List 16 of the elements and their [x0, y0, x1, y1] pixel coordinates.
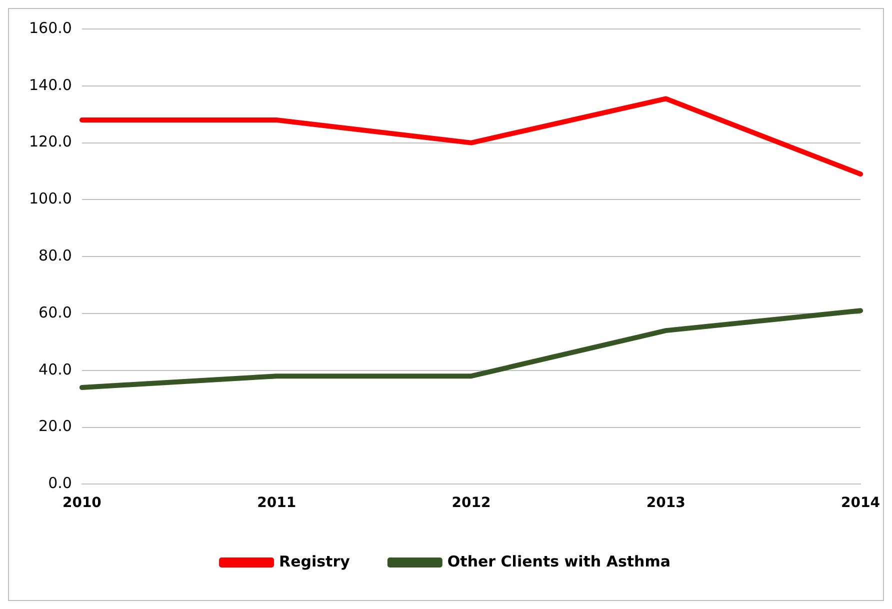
- x-tick-label: 2011: [257, 495, 296, 512]
- y-tick-label: 160.0: [28, 18, 72, 37]
- y-tick-label: 120.0: [28, 132, 72, 151]
- x-tick-label: 2014: [841, 495, 880, 512]
- y-tick-label: 0.0: [48, 474, 72, 492]
- y-tick-label: 40.0: [38, 360, 72, 378]
- y-tick-label: 80.0: [38, 246, 72, 264]
- x-tick-label: 2013: [646, 495, 686, 512]
- y-tick-label: 100.0: [28, 190, 72, 208]
- legend-label: Registry: [279, 552, 350, 570]
- y-tick-label: 60.0: [38, 303, 72, 322]
- y-tick-label: 20.0: [38, 417, 72, 436]
- y-tick-label: 140.0: [28, 76, 72, 94]
- x-tick-label: 2012: [452, 495, 491, 512]
- x-tick-label: 2010: [62, 495, 102, 512]
- legend-label: Other Clients with Asthma: [447, 552, 670, 570]
